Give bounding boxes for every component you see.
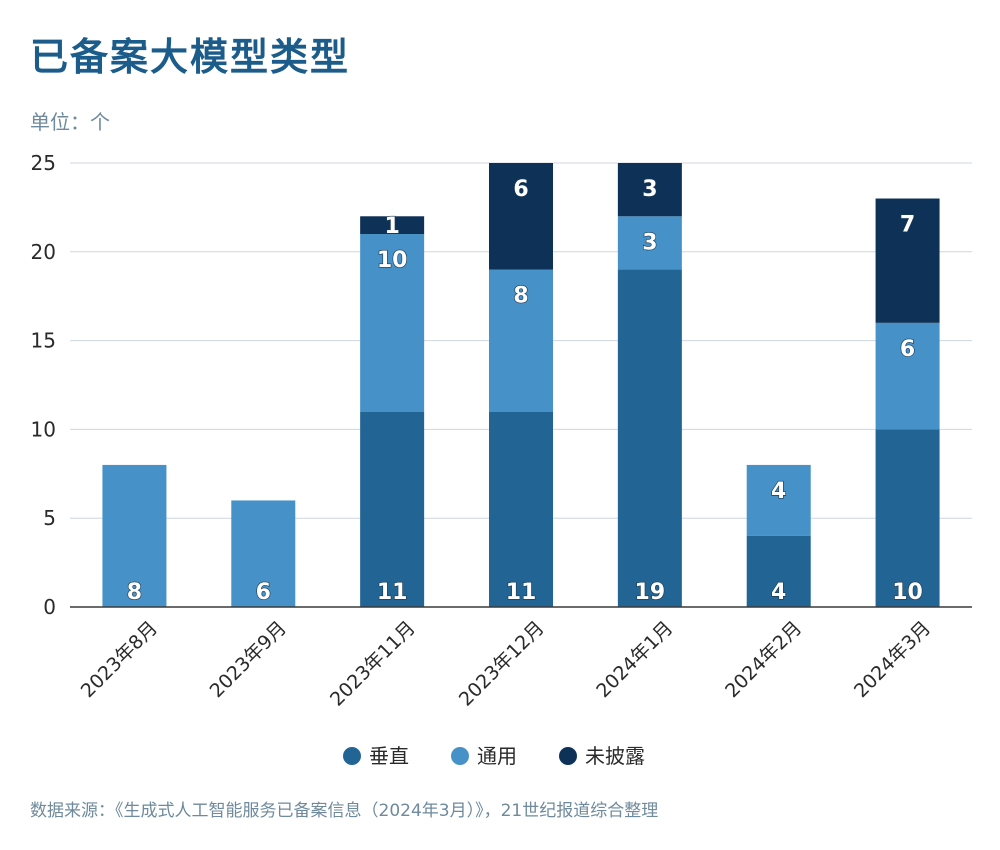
legend-swatch <box>343 747 361 765</box>
legend-swatch <box>451 747 469 765</box>
data-label: 6 <box>900 337 915 362</box>
data-label: 11 <box>506 580 537 605</box>
bar-vertical <box>617 269 682 607</box>
legend-label: 垂直 <box>369 744 409 768</box>
data-label: 7 <box>900 213 915 238</box>
unit-label: 单位：个 <box>30 110 110 134</box>
y-tick-label: 25 <box>31 151 56 175</box>
data-label: 3 <box>642 177 657 202</box>
x-axis: 2023年8月 2023年9月 2023年11月 2023年12月 2024年1月 202… <box>70 606 972 711</box>
x-tick-label: 2023年9月 <box>206 617 291 702</box>
legend: 垂直 通用 未披露 <box>343 744 645 768</box>
x-tick-label: 2023年11月 <box>326 617 420 711</box>
x-tick-label: 2023年8月 <box>77 617 162 702</box>
data-label: 10 <box>377 248 408 273</box>
bar-general <box>746 464 811 536</box>
bars <box>102 163 940 607</box>
chart-title: 已备案大模型类型 <box>30 35 351 79</box>
bar-vertical <box>875 429 940 607</box>
bar-general <box>489 269 553 412</box>
y-tick-label: 10 <box>31 417 56 441</box>
bar-general <box>102 464 167 607</box>
y-tick-label: 5 <box>43 506 56 530</box>
x-tick-label: 2023年12月 <box>455 617 549 711</box>
bar-undisclosed <box>617 163 682 217</box>
data-label: 4 <box>771 479 786 504</box>
source-note: 数据来源：《生成式人工智能服务已备案信息（2024年3月）》，21世纪报道综合整… <box>30 801 659 821</box>
data-label: 8 <box>127 580 142 605</box>
data-label: 19 <box>635 580 666 605</box>
legend-swatch <box>559 747 577 765</box>
bar-general <box>875 322 940 430</box>
bar-undisclosed <box>875 198 940 323</box>
legend-label: 未披露 <box>585 744 645 768</box>
data-label: 8 <box>513 284 528 309</box>
bar-undisclosed <box>360 216 425 235</box>
y-tick-label: 0 <box>43 595 56 619</box>
data-label: 10 <box>892 580 923 605</box>
data-label: 6 <box>256 580 271 605</box>
bar-general <box>360 234 425 412</box>
y-tick-label: 15 <box>31 329 56 353</box>
x-tick-label: 2024年2月 <box>721 617 806 702</box>
legend-label: 通用 <box>477 744 517 768</box>
bar-general <box>617 216 682 270</box>
x-tick-label: 2024年3月 <box>850 617 935 702</box>
y-tick-label: 20 <box>31 240 56 264</box>
data-label: 11 <box>377 580 408 605</box>
bar-general <box>231 500 296 607</box>
bar-undisclosed <box>489 163 553 270</box>
data-label: 6 <box>513 177 528 202</box>
data-label: 4 <box>771 580 786 605</box>
y-axis: 0 5 10 15 20 25 <box>31 151 56 619</box>
data-label: 3 <box>642 230 657 255</box>
data-label: 1 <box>384 214 399 239</box>
bar-vertical <box>360 411 425 607</box>
bar-vertical <box>489 411 553 607</box>
x-tick-label: 2024年1月 <box>592 617 677 702</box>
bar-vertical <box>746 535 811 607</box>
